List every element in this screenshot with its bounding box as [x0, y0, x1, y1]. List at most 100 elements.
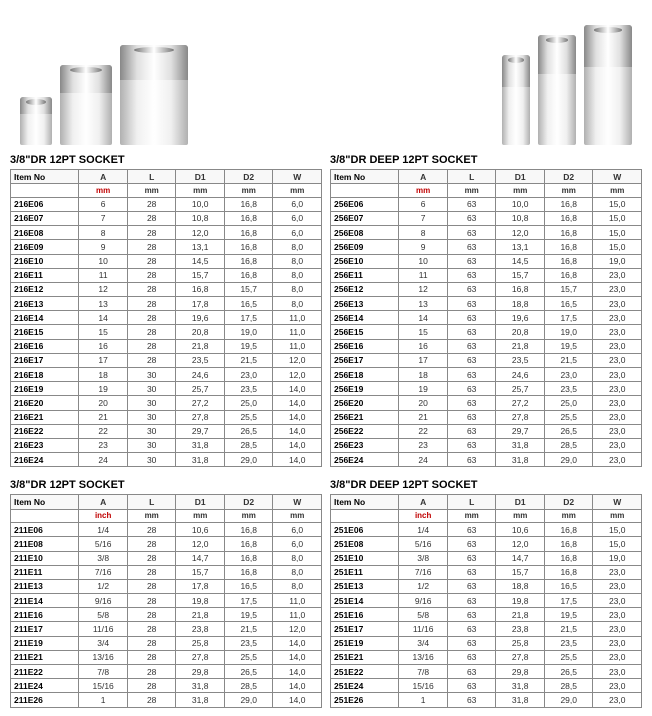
- value-cell: 23,0: [593, 565, 642, 579]
- value-cell: 16,8: [224, 565, 273, 579]
- table-row: 216E15152820,819,011,0: [11, 325, 322, 339]
- table-row: 251E131/26318,816,523,0: [331, 579, 642, 593]
- value-cell: 14,0: [273, 396, 322, 410]
- value-cell: 28: [127, 679, 176, 693]
- value-cell: 23,5: [544, 382, 593, 396]
- value-cell: 14: [79, 311, 128, 325]
- value-cell: 8: [79, 226, 128, 240]
- value-cell: 23,0: [593, 424, 642, 438]
- value-cell: 5/16: [399, 537, 448, 551]
- item-no-cell: 251E16: [331, 608, 399, 622]
- item-no-cell: 256E12: [331, 282, 399, 296]
- value-cell: 6,0: [273, 197, 322, 211]
- value-cell: 12,0: [273, 353, 322, 367]
- item-no-cell: 216E12: [11, 282, 79, 296]
- value-cell: 5/8: [79, 608, 128, 622]
- table-row: 256E24246331,829,023,0: [331, 453, 642, 467]
- value-cell: 63: [447, 650, 496, 664]
- item-no-cell: 251E08: [331, 537, 399, 551]
- value-cell: 63: [447, 396, 496, 410]
- value-cell: 28: [127, 268, 176, 282]
- value-cell: 7/16: [399, 565, 448, 579]
- value-cell: 28: [127, 254, 176, 268]
- value-cell: 25,5: [544, 650, 593, 664]
- col-header: W: [593, 170, 642, 184]
- table-row: 211E103/82814,716,88,0: [11, 551, 322, 565]
- value-cell: 1/4: [79, 523, 128, 537]
- value-cell: 23,8: [176, 622, 225, 636]
- value-cell: 18,8: [496, 297, 545, 311]
- table-row: 256E0886312,016,815,0: [331, 226, 642, 240]
- item-no-cell: 256E11: [331, 268, 399, 282]
- value-cell: 23,8: [496, 622, 545, 636]
- value-cell: 63: [447, 311, 496, 325]
- table-row: 216E17172823,521,512,0: [11, 353, 322, 367]
- value-cell: 11/16: [79, 622, 128, 636]
- item-no-cell: 211E13: [11, 579, 79, 593]
- value-cell: 30: [127, 424, 176, 438]
- value-cell: 63: [447, 679, 496, 693]
- value-cell: 29,7: [496, 424, 545, 438]
- value-cell: 14,7: [176, 551, 225, 565]
- value-cell: 23,0: [593, 297, 642, 311]
- value-cell: 30: [127, 453, 176, 467]
- value-cell: 63: [447, 353, 496, 367]
- value-cell: 12,0: [176, 537, 225, 551]
- header-row: Item NoALD1D2W: [11, 170, 322, 184]
- value-cell: 8,0: [273, 579, 322, 593]
- value-cell: 28: [127, 594, 176, 608]
- item-no-cell: 251E19: [331, 636, 399, 650]
- value-cell: 23,0: [593, 453, 642, 467]
- value-cell: 16,8: [544, 211, 593, 225]
- item-no-cell: 256E23: [331, 438, 399, 452]
- value-cell: 28: [127, 693, 176, 707]
- item-no-cell: 256E16: [331, 339, 399, 353]
- unit-cell: mm: [496, 509, 545, 523]
- item-no-cell: 216E18: [11, 368, 79, 382]
- item-no-cell: 216E07: [11, 211, 79, 225]
- value-cell: 25,7: [496, 382, 545, 396]
- table-row: 256E11116315,716,823,0: [331, 268, 642, 282]
- value-cell: 3/4: [79, 636, 128, 650]
- value-cell: 18: [79, 368, 128, 382]
- item-no-cell: 216E06: [11, 197, 79, 211]
- unit-cell: mm: [399, 184, 448, 198]
- value-cell: 8,0: [273, 565, 322, 579]
- unit-cell: mm: [544, 509, 593, 523]
- value-cell: 19: [399, 382, 448, 396]
- value-cell: 28,5: [544, 679, 593, 693]
- unit-row: mmmmmmmmmm: [11, 184, 322, 198]
- table-row: 251E2113/166327,825,523,0: [331, 650, 642, 664]
- value-cell: 23,0: [593, 396, 642, 410]
- value-cell: 31,8: [176, 453, 225, 467]
- value-cell: 23,0: [224, 368, 273, 382]
- value-cell: 6,0: [273, 226, 322, 240]
- value-cell: 63: [447, 254, 496, 268]
- item-no-cell: 211E26: [11, 693, 79, 707]
- value-cell: 10,0: [496, 197, 545, 211]
- value-cell: 25,0: [224, 396, 273, 410]
- col-header: A: [399, 495, 448, 509]
- item-no-cell: 211E06: [11, 523, 79, 537]
- table-title: 3/8"DR 12PT SOCKET: [10, 475, 322, 494]
- col-header: L: [127, 495, 176, 509]
- table-row: 216E16162821,819,511,0: [11, 339, 322, 353]
- value-cell: 1: [79, 693, 128, 707]
- value-cell: 9: [399, 240, 448, 254]
- value-cell: 16,8: [544, 197, 593, 211]
- value-cell: 63: [447, 565, 496, 579]
- value-cell: 23,0: [593, 438, 642, 452]
- value-cell: 28: [127, 608, 176, 622]
- value-cell: 31,8: [496, 679, 545, 693]
- value-cell: 28: [127, 297, 176, 311]
- value-cell: 63: [447, 693, 496, 707]
- item-no-cell: 256E17: [331, 353, 399, 367]
- col-header: L: [127, 170, 176, 184]
- deep-socket-image: [502, 55, 530, 145]
- value-cell: 8,0: [273, 282, 322, 296]
- table-row: 256E23236331,828,523,0: [331, 438, 642, 452]
- table-row: 216E12122816,815,78,0: [11, 282, 322, 296]
- table-row: 256E17176323,521,523,0: [331, 353, 642, 367]
- value-cell: 23,5: [224, 636, 273, 650]
- spec-table: Item NoALD1D2Wmmmmmmmmmm216E0662810,016,…: [10, 169, 322, 467]
